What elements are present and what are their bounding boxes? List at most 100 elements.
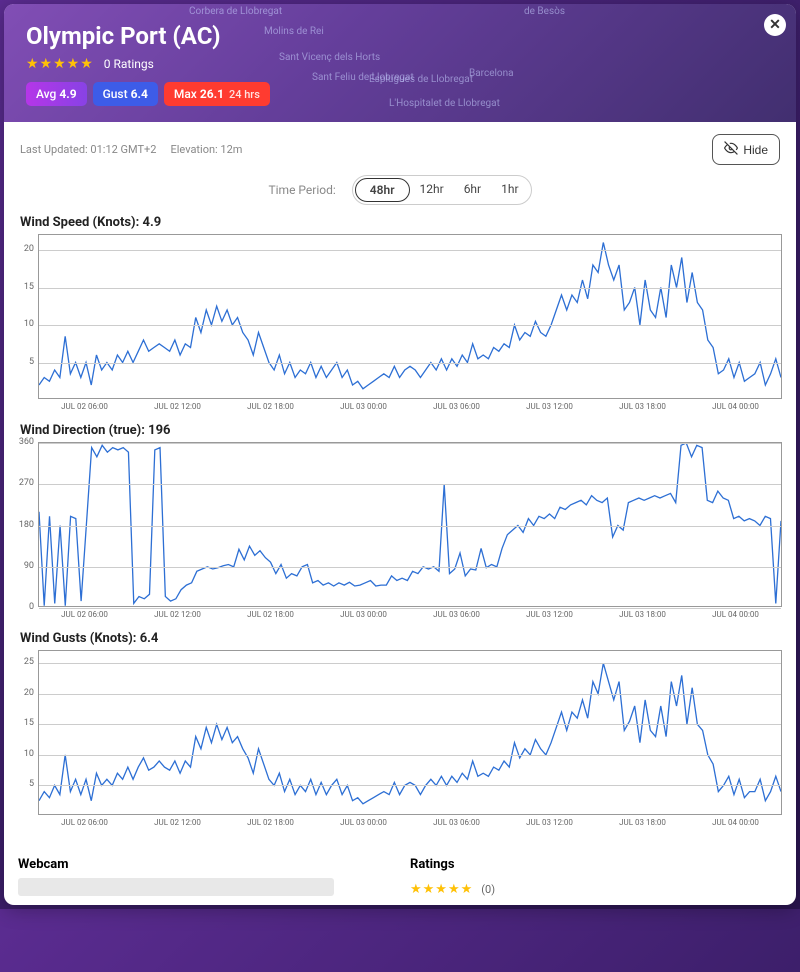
- chart-area-speed[interactable]: [38, 234, 782, 399]
- grid-line: [39, 755, 781, 756]
- chart-title-speed: Wind Speed (Knots): 4.9: [18, 215, 782, 230]
- station-title: Olympic Port (AC): [26, 22, 774, 50]
- x-tick: JUL 02 18:00: [224, 610, 317, 619]
- hide-button[interactable]: Hide: [712, 134, 780, 165]
- webcam-placeholder[interactable]: [18, 878, 334, 896]
- period-option-12hr[interactable]: 12hr: [410, 178, 454, 202]
- pill-gust-label: Gust: [103, 87, 128, 101]
- x-tick: JUL 02 12:00: [131, 818, 224, 827]
- chart-gusts: Wind Gusts (Knots): 6.4 5 10 15 20 25 JUL 02 0…: [18, 631, 782, 827]
- ratings-section: Ratings ★★★★★ (0): [410, 857, 782, 897]
- chart-line-gusts: [39, 663, 781, 804]
- x-tick: JUL 03 18:00: [596, 610, 689, 619]
- webcam-title: Webcam: [18, 857, 390, 872]
- x-tick: JUL 02 12:00: [131, 610, 224, 619]
- chart-svg-speed: [39, 235, 781, 400]
- pill-avg-label: Avg: [36, 87, 56, 101]
- y-tick: 15: [24, 282, 34, 292]
- grid-line: [39, 484, 781, 485]
- x-tick: JUL 03 06:00: [410, 610, 503, 619]
- grid-line: [39, 724, 781, 725]
- last-updated: Last Updated: 01:12 GMT+2: [20, 143, 157, 156]
- x-tick: JUL 03 06:00: [410, 402, 503, 411]
- x-tick: JUL 03 18:00: [596, 818, 689, 827]
- meta-row: Last Updated: 01:12 GMT+2 Elevation: 12m…: [18, 134, 782, 165]
- footer-star-icons[interactable]: ★★★★★: [410, 882, 473, 897]
- chart-title-gusts: Wind Gusts (Knots): 6.4: [18, 631, 782, 646]
- chart-line-speed: [39, 243, 781, 389]
- station-modal: ✕ Corbera de Llobregatde BesòsMolins de …: [4, 4, 796, 905]
- x-tick: JUL 03 00:00: [317, 610, 410, 619]
- y-tick: 5: [29, 779, 34, 789]
- rating-row: ★★★★★ 0 Ratings: [26, 56, 774, 72]
- pill-gust: Gust 6.4: [93, 82, 158, 106]
- grid-line: [39, 694, 781, 695]
- close-button[interactable]: ✕: [764, 14, 786, 36]
- grid-line: [39, 608, 781, 609]
- chart-wrap-speed: 5101520JUL 02 06:00JUL 02 12:00JUL 02 18…: [18, 234, 782, 411]
- time-period-label: Time Period:: [268, 183, 335, 197]
- y-tick: 25: [24, 657, 34, 667]
- chart-direction: Wind Direction (true): 196090180270360JU…: [18, 423, 782, 619]
- y-tick: 15: [24, 718, 34, 728]
- pill-avg: Avg 4.9: [26, 82, 87, 106]
- chart-svg-gusts: [39, 651, 781, 816]
- eye-slash-icon: [724, 141, 738, 158]
- y-tick: 0: [29, 602, 34, 612]
- y-tick: 5: [29, 357, 34, 367]
- x-tick: JUL 03 00:00: [317, 818, 410, 827]
- grid-line: [39, 443, 781, 444]
- chart-wrap-direction: 090180270360JUL 02 06:00JUL 02 12:00JUL …: [18, 442, 782, 619]
- y-tick: 10: [24, 319, 34, 329]
- x-tick: JUL 04 00:00: [689, 610, 782, 619]
- x-tick: JUL 02 06:00: [38, 818, 131, 827]
- y-tick: 90: [24, 561, 34, 571]
- elevation: Elevation: 12m: [171, 143, 243, 156]
- chart-wrap-gusts: 5 10 15 20 25 JUL 02 06:00JUL 02 12:00JUL 02 …: [18, 650, 782, 827]
- pill-max-sub: 24 hrs: [229, 88, 260, 101]
- x-tick: JUL 03 18:00: [596, 402, 689, 411]
- pill-max: Max 26.1 24 hrs: [164, 82, 270, 106]
- x-tick: JUL 03 12:00: [503, 818, 596, 827]
- grid-line: [39, 785, 781, 786]
- chart-area-direction[interactable]: [38, 442, 782, 607]
- period-option-6hr[interactable]: 6hr: [454, 178, 491, 202]
- period-option-1hr[interactable]: 1hr: [491, 178, 528, 202]
- chart-area-gusts[interactable]: [38, 650, 782, 815]
- y-tick: 10: [24, 749, 34, 759]
- footer: Webcam Ratings ★★★★★ (0): [4, 849, 796, 905]
- x-tick: JUL 02 06:00: [38, 402, 131, 411]
- pill-gust-value: 6.4: [131, 87, 148, 101]
- footer-rating-count: (0): [481, 883, 495, 896]
- pill-max-label: Max: [174, 87, 197, 101]
- y-tick: 20: [24, 244, 34, 254]
- y-tick: 180: [19, 520, 34, 530]
- y-tick: 270: [19, 478, 34, 488]
- x-tick: JUL 03 06:00: [410, 818, 503, 827]
- meta-text: Last Updated: 01:12 GMT+2 Elevation: 12m: [20, 143, 242, 156]
- ratings-title: Ratings: [410, 857, 782, 872]
- pill-avg-value: 4.9: [59, 87, 76, 101]
- x-tick: JUL 04 00:00: [689, 818, 782, 827]
- content: Last Updated: 01:12 GMT+2 Elevation: 12m…: [4, 122, 796, 849]
- x-tick: JUL 02 18:00: [224, 818, 317, 827]
- map-place-label: de Besòs: [524, 6, 565, 17]
- x-tick: JUL 03 12:00: [503, 610, 596, 619]
- chart-line-direction: [39, 443, 781, 606]
- ratings-count-text: 0 Ratings: [104, 57, 154, 71]
- time-period-options: 48hr12hr6hr1hr: [352, 175, 532, 205]
- x-tick: JUL 02 06:00: [38, 610, 131, 619]
- y-tick: 20: [24, 688, 34, 698]
- x-tick: JUL 03 12:00: [503, 402, 596, 411]
- x-tick: JUL 03 00:00: [317, 402, 410, 411]
- hide-label: Hide: [743, 143, 768, 157]
- x-tick: JUL 02 12:00: [131, 402, 224, 411]
- grid-line: [39, 325, 781, 326]
- footer-rating-row: ★★★★★ (0): [410, 878, 782, 897]
- webcam-section: Webcam: [18, 857, 390, 897]
- grid-line: [39, 567, 781, 568]
- header: ✕ Corbera de Llobregatde BesòsMolins de …: [4, 4, 796, 122]
- period-option-48hr[interactable]: 48hr: [355, 178, 410, 202]
- map-place-label: Corbera de Llobregat: [189, 6, 282, 17]
- grid-line: [39, 663, 781, 664]
